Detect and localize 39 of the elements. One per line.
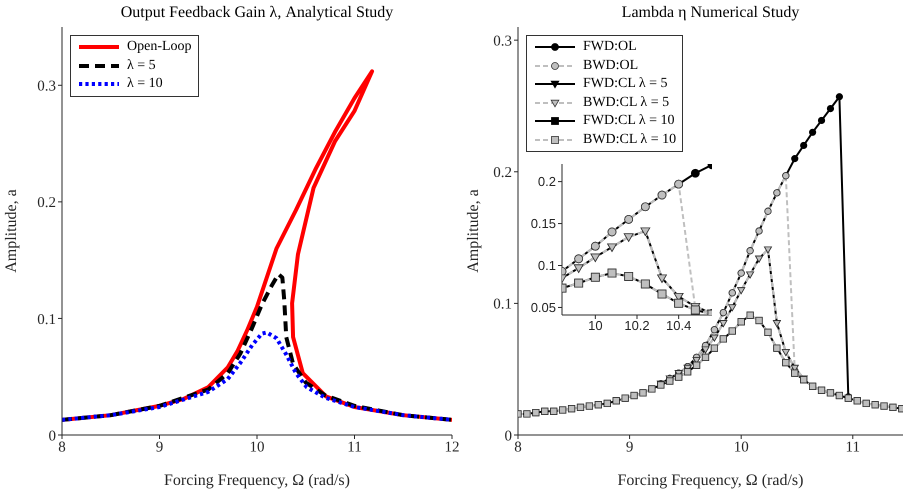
x-tick-label: 9: [626, 440, 634, 456]
y-tick-label: 0.3: [37, 78, 56, 95]
y-tick-label: 0: [504, 428, 512, 444]
x-tick-label: 9: [156, 440, 164, 456]
y-tick-label: 0.3: [493, 33, 512, 50]
y-axis-title: Amplitude, a: [465, 189, 483, 273]
x-tick-label: 10: [588, 318, 603, 334]
legend-label: λ = 10: [127, 76, 163, 92]
x-tick-label: 12: [444, 440, 460, 456]
x-tick-label: 11: [846, 440, 860, 456]
y-tick-label: 0.1: [538, 258, 556, 274]
x-tick-label: 10.2: [624, 318, 650, 334]
y-tick-label: 0.15: [530, 216, 556, 232]
y-tick-label: 0.1: [493, 296, 512, 313]
x-tick-label: 10: [250, 440, 264, 456]
legend-label: BWD:CL λ = 5: [583, 94, 670, 111]
y-tick-label: 0: [48, 428, 56, 444]
y-tick-label: 0.2: [37, 195, 56, 212]
x-axis-title: Forcing Frequency, Ω (rad/s): [618, 472, 804, 489]
x-tick-label: 8: [514, 440, 522, 456]
y-tick-label: 0.1: [37, 312, 56, 328]
x-tick-label: 10.4: [666, 318, 692, 334]
chart-title: Output Feedback Gain λ, Analytical Study: [120, 4, 394, 22]
y-tick-label: 0.2: [538, 174, 556, 190]
x-tick-label: 11: [347, 440, 362, 456]
chart-title: Lambda η Numerical Study: [620, 4, 800, 22]
y-tick-label: 0.05: [530, 300, 556, 316]
x-tick-label: 10: [734, 440, 749, 456]
y-tick-label: 0.2: [493, 165, 512, 182]
legend-label: FWD:OL: [583, 39, 637, 56]
legend-label: FWD:CL λ = 5: [583, 76, 668, 92]
legend-label: Open-Loop: [127, 39, 192, 56]
x-tick-label: 8: [58, 440, 66, 456]
legend-label: λ = 5: [127, 58, 156, 74]
x-axis-title: Forcing Frequency, Ω (rad/s): [164, 472, 350, 489]
legend-label: BWD:OL: [583, 58, 638, 74]
legend-label: FWD:CL λ = 10: [583, 113, 675, 130]
legend-label: BWD:CL λ = 10: [583, 132, 676, 148]
y-axis-title: Amplitude, a: [3, 189, 21, 273]
